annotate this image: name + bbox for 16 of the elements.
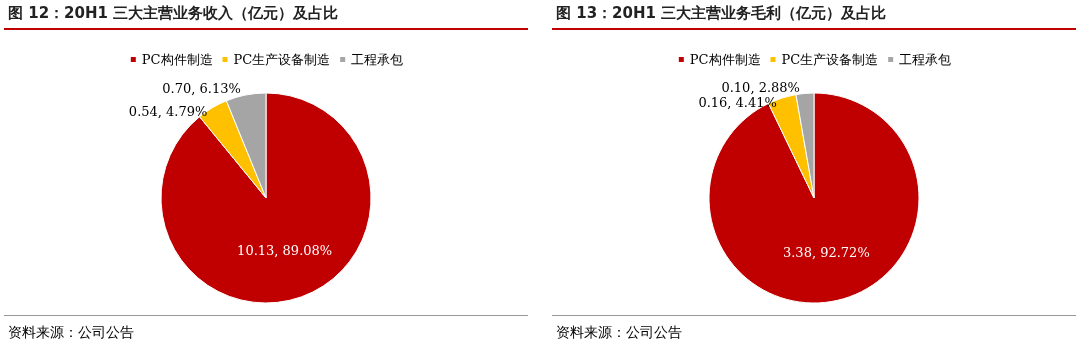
data-label: 0.10, 2.88% [721,79,800,95]
legend-label: PC构件制造 [141,52,213,67]
chart-title: 图 12：20H1 三大主营业务收入（亿元）及占比 [4,0,528,30]
data-label: 10.13, 89.08% [237,242,333,258]
text: 资料来源：公司公告 [556,324,682,340]
data-label: 0.16, 4.41% [698,94,777,110]
text: 资料来源：公司公告 [8,324,134,340]
legend-label: PC生产设备制造 [781,52,879,67]
legend-label: PC生产设备制造 [233,52,331,67]
legend-label: PC构件制造 [689,52,761,67]
data-label: 0.70, 6.13% [162,81,241,97]
legend-label: 工程承包 [351,52,404,67]
data-label: 3.38, 92.72% [782,244,870,260]
data-label: 0.54, 4.79% [128,104,208,120]
legend-label: 工程承包 [899,52,952,67]
chart-title: 图 13：20H1 三大主营业务毛利（亿元）及占比 [552,0,1076,30]
